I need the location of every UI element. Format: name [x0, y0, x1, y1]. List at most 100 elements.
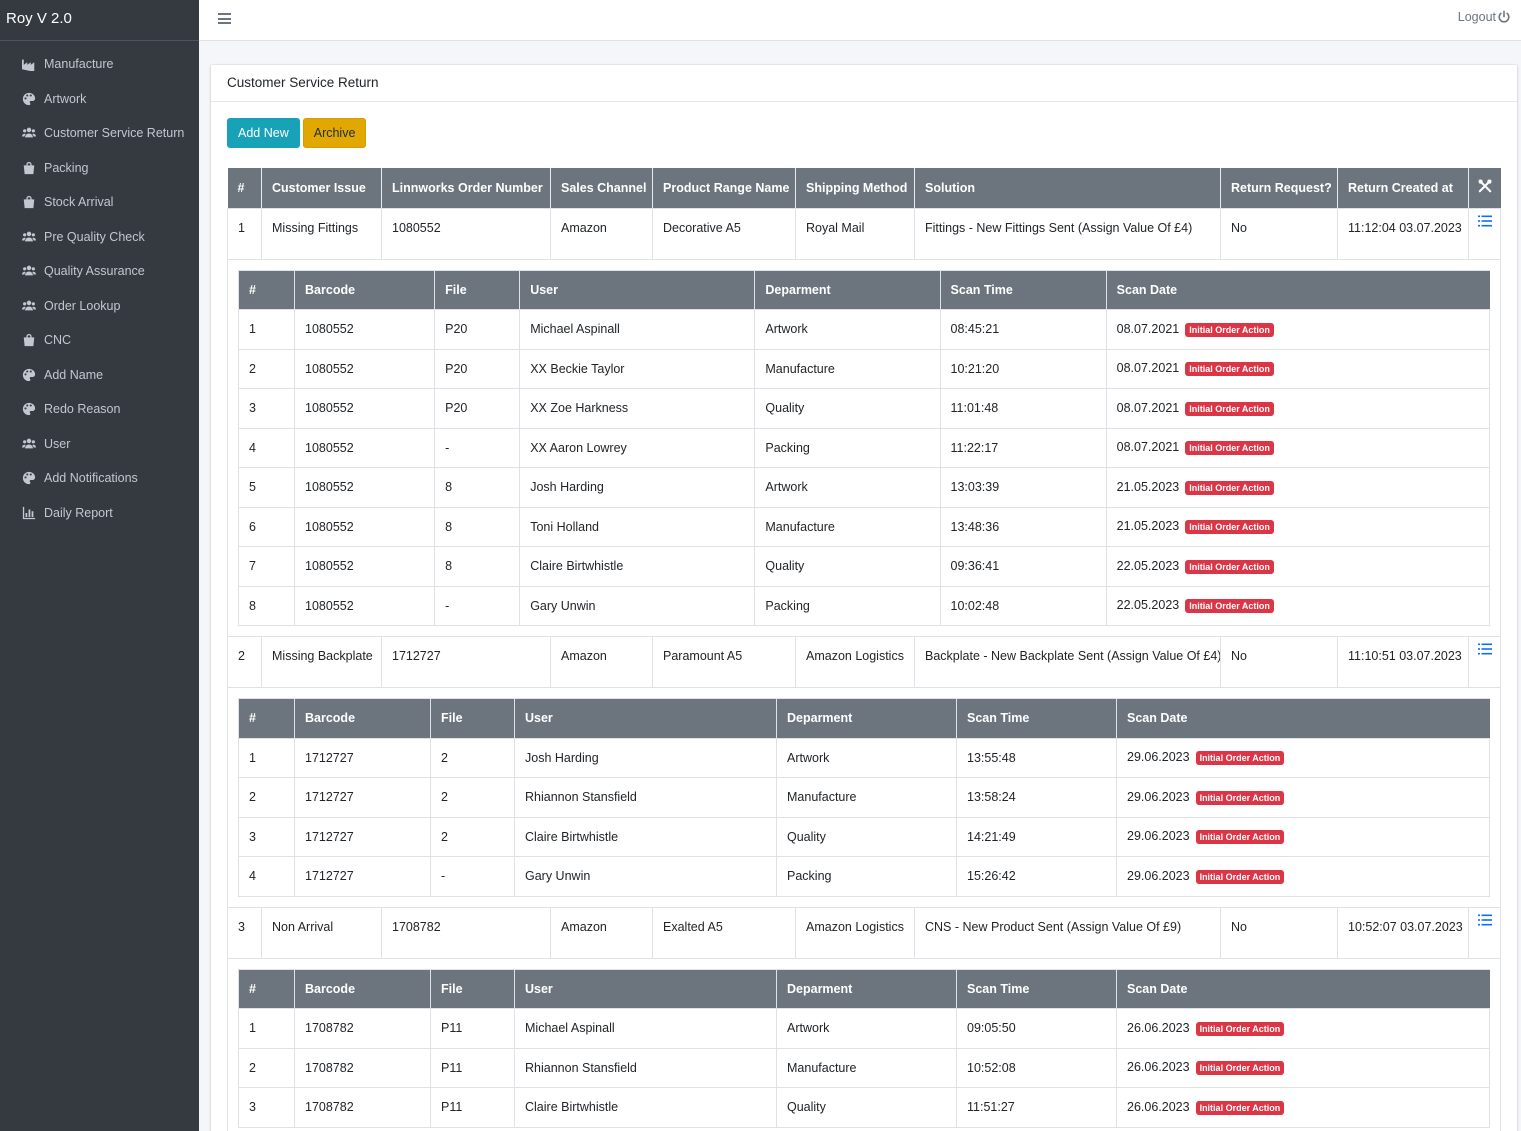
return-row: 3 Non Arrival 1708782 Amazon Exalted A5 Amazo…: [227, 906, 1501, 959]
cell-department: Manufacture: [776, 777, 957, 818]
col-header-return-request: Return Request?: [1220, 168, 1338, 208]
scan-history-header: # Barcode File User Deparment Scan Time Scan D…: [237, 269, 1490, 310]
sub-header-number: #: [238, 698, 295, 739]
scan-date-value: 08.07.2021: [1116, 321, 1180, 336]
initial-order-action-badge: Initial Order Action: [1185, 480, 1274, 495]
cell-user: Rhiannon Stansfield: [514, 777, 777, 818]
cell-customer-issue: Non Arrival: [261, 906, 382, 959]
cell-department: Quality: [754, 388, 941, 429]
list-details-icon[interactable]: [1477, 643, 1492, 655]
cell-barcode: 1080552: [294, 506, 436, 547]
sidebar-item-redo-reason[interactable]: Redo Reason: [0, 392, 199, 427]
sidebar-item-add-notifications[interactable]: Add Notifications: [0, 461, 199, 496]
sidebar-item-label: Stock Arrival: [44, 195, 114, 210]
cell-sales-channel: Amazon: [550, 906, 653, 959]
initial-order-action-badge: Initial Order Action: [1195, 869, 1285, 884]
scan-date-value: 21.05.2023: [1116, 479, 1180, 494]
scan-date-value: 26.06.2023: [1127, 1020, 1190, 1035]
cell-barcode: 1080552: [294, 348, 436, 389]
sidebar-item-manufacture[interactable]: Manufacture: [0, 47, 199, 82]
add-new-button[interactable]: Add New: [227, 118, 300, 148]
col-header-number: #: [227, 168, 262, 208]
cell-number: 3: [238, 816, 295, 857]
sub-header-number: #: [238, 968, 295, 1009]
scan-history-container: # Barcode File User Deparment Scan Time Scan D…: [227, 258, 1501, 637]
cell-scan-time: 10:21:20: [939, 348, 1107, 389]
cell-file: 2: [430, 777, 515, 818]
cell-actions: [1468, 207, 1501, 260]
palette-icon: [20, 471, 38, 485]
cell-product-range: Paramount A5: [652, 636, 796, 688]
scan-history-container: # Barcode File User Deparment Scan Time Scan D…: [227, 687, 1501, 908]
archive-button[interactable]: Archive: [302, 118, 367, 148]
scan-date-value: 21.05.2023: [1116, 519, 1180, 534]
initial-order-action-badge: Initial Order Action: [1195, 830, 1285, 845]
cell-solution: CNS - New Product Sent (Assign Value Of …: [914, 906, 1221, 959]
cell-department: Quality: [754, 546, 941, 587]
sidebar-item-label: Quality Assurance: [44, 264, 145, 279]
hamburger-menu-icon[interactable]: [218, 12, 231, 25]
sidebar-item-packing[interactable]: Packing: [0, 151, 199, 186]
sidebar-item-label: Redo Reason: [44, 402, 121, 417]
sidebar-item-label: Artwork: [44, 91, 87, 106]
scan-row: 4 1080552- XX Aaron Lowrey Packing 11:22:17 0…: [237, 427, 1491, 468]
cell-return-created: 11:10:51 03.07.2023: [1337, 636, 1469, 688]
sub-header-scan-date: Scan Date: [1105, 269, 1490, 310]
sidebar-nav: Manufacture Artwork Customer Service Retur…: [0, 41, 199, 530]
palette-icon: [20, 368, 38, 382]
cell-user: XX Aaron Lowrey: [519, 427, 756, 468]
cell-user: Michael Aspinall: [514, 1008, 777, 1049]
sidebar-item-label: Add Name: [44, 367, 104, 382]
shopping-bag-icon: [20, 333, 38, 347]
initial-order-action-badge: Initial Order Action: [1185, 362, 1274, 377]
sidebar-item-cnc[interactable]: CNC: [0, 323, 199, 358]
sidebar-item-customer-service-return[interactable]: Customer Service Return: [0, 116, 199, 151]
scan-history-table: # Barcode File User Deparment Scan Time Scan D…: [237, 269, 1491, 627]
sub-header-department: Deparment: [776, 968, 957, 1009]
cell-number: 1: [238, 737, 295, 778]
sidebar-item-stock-arrival[interactable]: Stock Arrival: [0, 185, 199, 220]
cell-department: Manufacture: [776, 1047, 957, 1088]
palette-icon: [20, 92, 38, 106]
sub-header-user: User: [514, 968, 777, 1009]
cell-department: Packing: [754, 585, 941, 626]
sidebar-item-pre-quality-check[interactable]: Pre Quality Check: [0, 220, 199, 255]
sidebar-item-label: Packing: [44, 160, 89, 175]
sidebar-item-artwork[interactable]: Artwork: [0, 82, 199, 117]
col-header-product-range: Product Range Name: [652, 168, 796, 208]
cell-scan-date: 22.05.2023 Initial Order Action: [1105, 546, 1491, 587]
cell-scan-date: 22.05.2023 Initial Order Action: [1105, 585, 1491, 626]
logout-button[interactable]: Logout: [1458, 10, 1511, 24]
cell-scan-time: 09:05:50: [956, 1008, 1117, 1049]
list-details-icon[interactable]: [1477, 215, 1492, 227]
col-header-solution: Solution: [914, 168, 1221, 208]
cell-scan-date: 21.05.2023 Initial Order Action: [1105, 506, 1491, 547]
brand-title[interactable]: Roy V 2.0: [0, 0, 199, 41]
sub-header-file: File: [430, 968, 515, 1009]
sub-header-barcode: Barcode: [294, 968, 431, 1009]
sidebar-item-user[interactable]: User: [0, 427, 199, 462]
cell-user: Claire Birtwhistle: [514, 1087, 777, 1128]
cell-file: P11: [430, 1087, 515, 1128]
cell-user: Toni Holland: [519, 506, 756, 547]
users-icon: [20, 299, 38, 313]
scan-history-header: # Barcode File User Deparment Scan Time Scan D…: [238, 698, 1490, 739]
cell-scan-date: 08.07.2021 Initial Order Action: [1105, 348, 1491, 389]
sidebar-item-add-name[interactable]: Add Name: [0, 358, 199, 393]
sidebar-item-daily-report[interactable]: Daily Report: [0, 496, 199, 531]
shopping-bag-icon: [20, 195, 38, 209]
page-title: Customer Service Return: [211, 65, 1517, 102]
scan-date-value: 08.07.2021: [1116, 361, 1180, 376]
sidebar-item-quality-assurance[interactable]: Quality Assurance: [0, 254, 199, 289]
cell-user: Claire Birtwhistle: [519, 546, 756, 587]
scan-row: 6 1080552 8 Toni Holland Manufacture 13:48:36…: [237, 506, 1491, 547]
cell-number: 8: [237, 585, 296, 626]
sidebar-item-order-lookup[interactable]: Order Lookup: [0, 289, 199, 324]
factory-icon: [20, 57, 38, 72]
topbar: Logout: [199, 0, 1521, 41]
cell-scan-date: 26.06.2023 Initial Order Action: [1116, 1047, 1490, 1088]
cell-barcode: 1080552: [294, 427, 436, 468]
list-details-icon[interactable]: [1477, 914, 1492, 926]
cell-file: P20: [434, 388, 521, 429]
scan-date-value: 22.05.2023: [1116, 558, 1180, 573]
